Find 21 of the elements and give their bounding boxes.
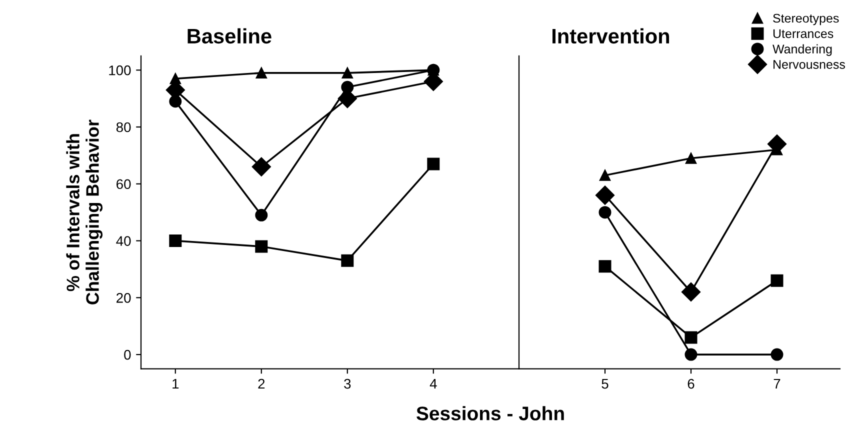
y-tick-label: 40 [116, 236, 131, 246]
x-tick-label: 6 [688, 378, 694, 389]
x-tick-label: 2 [258, 378, 265, 389]
x-tick-label: 3 [344, 378, 351, 389]
x-tick-label: 1 [172, 379, 179, 389]
chart-title: Intervention [552, 28, 670, 44]
legend-label: Wandering [772, 44, 832, 56]
x-tick-label: 4 [430, 379, 437, 389]
y-tick-label: 100 [109, 65, 131, 76]
x-tick-label: 7 [774, 379, 780, 389]
y-tick-label: 20 [116, 292, 131, 303]
legend-label: Uterrances [773, 29, 834, 38]
legend-label: Stereotypes [773, 14, 839, 26]
y-tick-label: 80 [116, 122, 131, 132]
y-tick-label: 0 [124, 350, 131, 360]
y-tick-label: 60 [116, 179, 131, 190]
chart-title: Baseline [188, 28, 272, 44]
legend-label: Nervousness [774, 60, 845, 69]
x-axis-title: Sessions - John [416, 406, 564, 420]
x-tick-label: 5 [602, 379, 608, 389]
y-axis-title: % of Intervals with Challenging Behavior [66, 120, 103, 304]
